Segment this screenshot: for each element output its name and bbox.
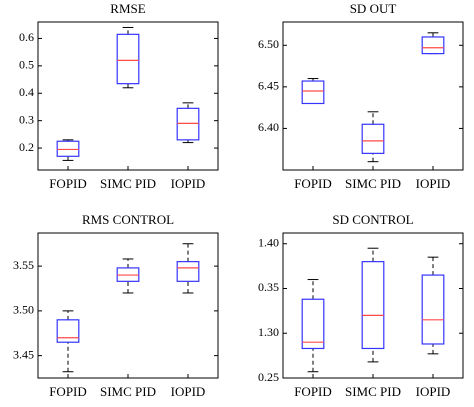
y-tick-label: 0.2 <box>19 140 34 154</box>
x-tick-label: FOPID <box>294 176 332 191</box>
box <box>176 261 200 282</box>
box <box>361 261 385 350</box>
box <box>361 123 385 154</box>
y-tick-label: 6.40 <box>258 120 279 134</box>
y-tick-label: 0.5 <box>19 58 34 72</box>
box <box>421 274 445 345</box>
chart-title: RMSE <box>110 1 145 16</box>
x-tick-label: SIMC PID <box>100 384 156 399</box>
x-tick-label: FOPID <box>294 384 332 399</box>
y-tick-label: 0.4 <box>19 85 34 99</box>
y-tick-label: 1.30 <box>258 325 279 339</box>
y-tick-label: 0.35 <box>258 280 279 294</box>
box <box>176 107 200 141</box>
x-tick-label: IOPID <box>416 384 451 399</box>
y-tick-label: 1.40 <box>258 235 279 249</box>
y-tick-label: 0.6 <box>19 30 34 44</box>
y-tick-label: 0.3 <box>19 112 34 126</box>
x-tick-label: FOPID <box>49 176 87 191</box>
box <box>56 140 80 157</box>
x-tick-label: IOPID <box>171 176 206 191</box>
x-tick-label: FOPID <box>49 384 87 399</box>
y-tick-label: 3.55 <box>13 258 34 272</box>
chart-title: SD OUT <box>350 1 397 16</box>
box <box>421 36 445 55</box>
x-tick-label: SIMC PID <box>100 176 156 191</box>
x-tick-label: IOPID <box>416 176 451 191</box>
box <box>116 33 140 85</box>
y-tick-label: 6.45 <box>258 79 279 93</box>
box <box>301 80 325 105</box>
chart-title: SD CONTROL <box>332 212 413 227</box>
plot-frame <box>37 232 219 379</box>
x-tick-label: SIMC PID <box>345 176 401 191</box>
box <box>56 319 80 343</box>
y-tick-label: 3.45 <box>13 347 34 361</box>
box <box>301 298 325 350</box>
x-tick-label: SIMC PID <box>345 384 401 399</box>
y-tick-label: 3.50 <box>13 303 34 317</box>
y-tick-label: 0.25 <box>258 370 279 384</box>
x-tick-label: IOPID <box>171 384 206 399</box>
chart-title: RMS CONTROL <box>82 212 174 227</box>
y-tick-label: 6.50 <box>258 37 279 51</box>
